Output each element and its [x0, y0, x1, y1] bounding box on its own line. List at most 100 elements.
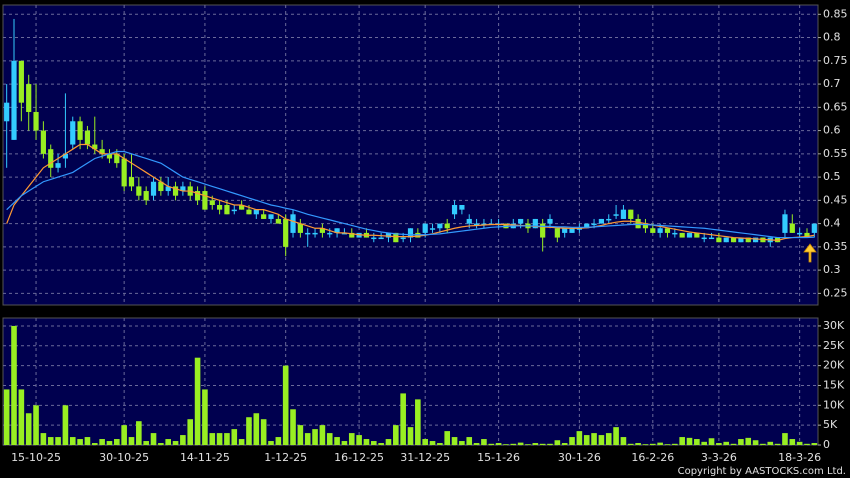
candle-body	[33, 111, 39, 131]
volume-bar	[304, 433, 311, 445]
volume-bar	[77, 439, 83, 445]
candle-body	[811, 223, 817, 233]
volume-bar	[378, 443, 384, 445]
signal-arrow	[803, 243, 817, 263]
volume-bar	[576, 431, 583, 445]
candle-body	[84, 130, 91, 145]
candle-body	[444, 223, 450, 229]
volume-bar	[598, 435, 605, 445]
volume-bar	[591, 433, 597, 445]
candle-body	[202, 191, 208, 210]
candle-body	[239, 205, 245, 210]
volume-bar	[121, 425, 127, 445]
candle-body	[562, 228, 568, 233]
volume-bar	[246, 417, 252, 445]
x-tick-label: 14-11-25	[180, 451, 230, 464]
volume-bar	[811, 443, 818, 445]
volume-bar	[180, 435, 186, 445]
candle-body	[165, 186, 171, 192]
volume-bar	[18, 389, 25, 445]
volume-bar	[613, 427, 619, 445]
candle-body	[393, 232, 399, 243]
candle-body	[319, 228, 325, 233]
volume-bar	[128, 437, 135, 445]
y-tick-label: 0.8	[823, 31, 841, 44]
volume-bar	[503, 444, 509, 445]
volume-bar	[69, 437, 76, 445]
x-tick-label: 15-10-25	[11, 451, 61, 464]
candle-body	[253, 209, 259, 215]
volume-bar	[334, 437, 340, 445]
candle-body	[738, 237, 744, 243]
volume-bar	[804, 443, 810, 445]
moving-average-line	[6, 143, 815, 241]
volume-bar	[657, 442, 663, 445]
volume-bar	[745, 437, 752, 445]
candle-body	[730, 237, 737, 243]
candle-body	[261, 214, 267, 219]
candle-body	[789, 223, 795, 233]
candle-body	[158, 181, 164, 192]
candle-body	[327, 232, 333, 235]
candle-body	[92, 144, 98, 150]
volume-bar	[209, 433, 216, 445]
candle-body	[26, 84, 32, 112]
y-tick-label: 0.75	[823, 54, 848, 67]
volume-bar	[672, 443, 678, 445]
candle-body	[620, 209, 627, 219]
candle-body	[576, 228, 582, 230]
y-tick-label: 0.4	[823, 217, 841, 230]
candle-body	[473, 223, 480, 226]
y-tick-label: 0	[823, 438, 830, 451]
volume-bar	[106, 441, 113, 445]
candle-body	[106, 153, 113, 159]
candle-body	[283, 218, 289, 247]
candle-body	[312, 232, 318, 235]
candle-body	[723, 237, 729, 243]
candle-body	[400, 237, 406, 240]
volume-bar	[407, 427, 414, 445]
volume-bar	[158, 443, 164, 445]
volume-bar	[767, 441, 774, 445]
candle-body	[708, 237, 715, 240]
candle-body	[246, 209, 252, 215]
volume-bar	[172, 441, 179, 445]
volume-bar	[341, 441, 348, 445]
candle-body	[481, 223, 487, 226]
volume-bar	[297, 425, 304, 445]
volume-bar	[238, 439, 245, 445]
candle-body	[136, 186, 142, 196]
candle-body	[598, 218, 605, 224]
volume-bar	[11, 325, 17, 445]
candle-body	[657, 228, 663, 233]
candle-body	[422, 223, 428, 233]
candle-body	[797, 232, 803, 235]
y-tick-label: 0.45	[823, 193, 848, 206]
y-tick-label: 10K	[823, 398, 845, 411]
volume-bar	[752, 440, 759, 445]
volume-bar	[415, 399, 421, 445]
x-tick-label: 1-12-25	[264, 451, 307, 464]
volume-bar	[481, 439, 487, 445]
volume-bar	[370, 441, 377, 445]
x-tick-label: 18-3-26	[778, 451, 821, 464]
candle-body	[459, 205, 465, 210]
moving-average-line	[6, 150, 815, 239]
volume-bar	[363, 439, 370, 445]
candle-body	[224, 205, 230, 215]
candle-body	[290, 214, 296, 233]
candle-body	[554, 228, 560, 238]
candle-body	[547, 218, 553, 224]
volume-bar	[275, 437, 282, 445]
candle-body	[701, 237, 707, 240]
candle-body	[642, 223, 649, 229]
volume-bar	[649, 443, 656, 445]
volume-bar	[290, 409, 296, 445]
candle-body	[297, 223, 303, 233]
volume-bar	[708, 438, 715, 445]
volume-bar	[774, 443, 781, 445]
candle-body	[114, 153, 120, 164]
plot-layer: 0.25 0.3 0.35 0.4 0.45 0.5 0.55 0.6 0.65 0.7 0.75 0…	[3, 5, 848, 464]
volume-bar	[694, 439, 700, 445]
